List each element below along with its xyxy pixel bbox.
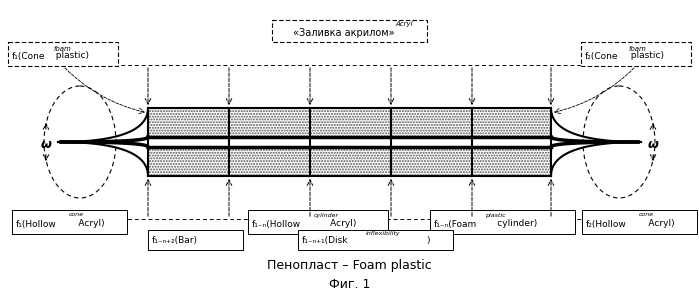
Text: f₂(Hollow: f₂(Hollow (586, 220, 627, 229)
Bar (472, 147, 551, 176)
Text: foam: foam (54, 46, 72, 52)
FancyBboxPatch shape (581, 42, 691, 66)
Bar (149, 109, 228, 136)
Text: f₁(Cone: f₁(Cone (12, 51, 45, 60)
Bar (391, 147, 472, 176)
Text: f₁₋ₙ₊₁(Disk: f₁₋ₙ₊₁(Disk (302, 237, 349, 245)
Text: «Заливка акрилом»: «Заливка акрилом» (294, 28, 395, 38)
Text: Фиг. 1: Фиг. 1 (329, 278, 370, 291)
Bar (148, 108, 229, 137)
Bar (472, 108, 551, 137)
Text: f₂(Cone: f₂(Cone (585, 51, 619, 60)
Text: Acryl): Acryl) (64, 220, 105, 229)
Bar (229, 147, 310, 176)
Bar (310, 147, 391, 176)
FancyBboxPatch shape (298, 230, 453, 250)
Bar (392, 148, 471, 175)
Text: foam: foam (629, 46, 647, 52)
Text: plastic): plastic) (625, 51, 664, 60)
FancyBboxPatch shape (430, 210, 575, 234)
Text: f₁₋ₙ₊₂(Bar): f₁₋ₙ₊₂(Bar) (152, 237, 198, 245)
Text: plastic): plastic) (50, 51, 89, 60)
Bar (473, 148, 550, 175)
Text: ): ) (426, 237, 429, 245)
Text: f₁(Hollow: f₁(Hollow (16, 220, 57, 229)
FancyBboxPatch shape (148, 230, 243, 250)
Text: cylinder: cylinder (314, 213, 339, 217)
Text: cone: cone (69, 213, 84, 217)
Text: ω: ω (41, 137, 52, 151)
Bar (148, 147, 229, 176)
Text: plastic: plastic (485, 213, 505, 217)
Bar (230, 109, 309, 136)
Text: Acryl): Acryl) (310, 220, 356, 229)
FancyBboxPatch shape (12, 210, 127, 234)
FancyBboxPatch shape (272, 20, 427, 42)
Text: f₁₋ₙ(Foam: f₁₋ₙ(Foam (434, 220, 477, 229)
FancyBboxPatch shape (248, 210, 388, 234)
Bar (229, 108, 310, 137)
Bar (230, 148, 309, 175)
Bar (391, 108, 472, 137)
Text: Acryl): Acryl) (634, 220, 675, 229)
Text: inflexibility: inflexibility (366, 232, 401, 237)
Text: cone: cone (639, 213, 654, 217)
Bar (311, 148, 390, 175)
Text: Acryl: Acryl (395, 21, 413, 27)
Bar (311, 109, 390, 136)
Text: f₁₋ₙ(Hollow: f₁₋ₙ(Hollow (252, 220, 301, 229)
Text: cylinder): cylinder) (480, 220, 538, 229)
Bar (473, 109, 550, 136)
Bar (149, 148, 228, 175)
Bar (392, 109, 471, 136)
Text: Пенопласт – Foam plastic: Пенопласт – Foam plastic (267, 258, 432, 271)
Text: ω: ω (647, 137, 658, 151)
FancyBboxPatch shape (582, 210, 697, 234)
FancyBboxPatch shape (8, 42, 118, 66)
Bar (310, 108, 391, 137)
